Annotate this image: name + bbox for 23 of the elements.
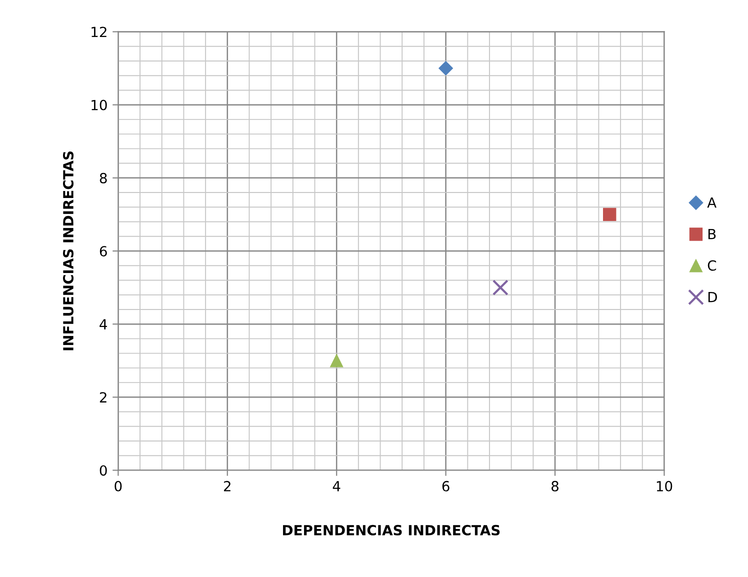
y-axis-title: INFLUENCIAS INDIRECTAS	[63, 152, 74, 350]
x-tick-label: 2	[224, 480, 230, 492]
legend-label: D	[708, 292, 717, 302]
y-tick-label: 10	[92, 100, 107, 110]
y-tick-label: 0	[100, 465, 107, 476]
x-tick-label: 6	[442, 480, 450, 492]
point	[492, 280, 508, 296]
x-axis-title: DEPENDENCIAS INDIRECTAS	[283, 524, 500, 536]
y-tick-label: 4	[100, 319, 107, 330]
x-tick-label: 8	[552, 480, 558, 492]
legend-label: A	[707, 197, 716, 208]
point	[330, 354, 344, 368]
point	[438, 61, 454, 76]
legend-label: B	[708, 228, 716, 240]
y-tick-label: 2	[100, 392, 106, 402]
x-tick-label: 0	[114, 480, 122, 492]
point	[603, 208, 616, 222]
y-tick-label: 8	[100, 172, 107, 184]
x-tick-label: 4	[332, 481, 340, 492]
legend-label: C	[708, 260, 716, 271]
y-tick-label: 12	[92, 26, 106, 38]
x-tick-label: 10	[656, 480, 672, 492]
y-tick-label: 6	[100, 246, 107, 256]
